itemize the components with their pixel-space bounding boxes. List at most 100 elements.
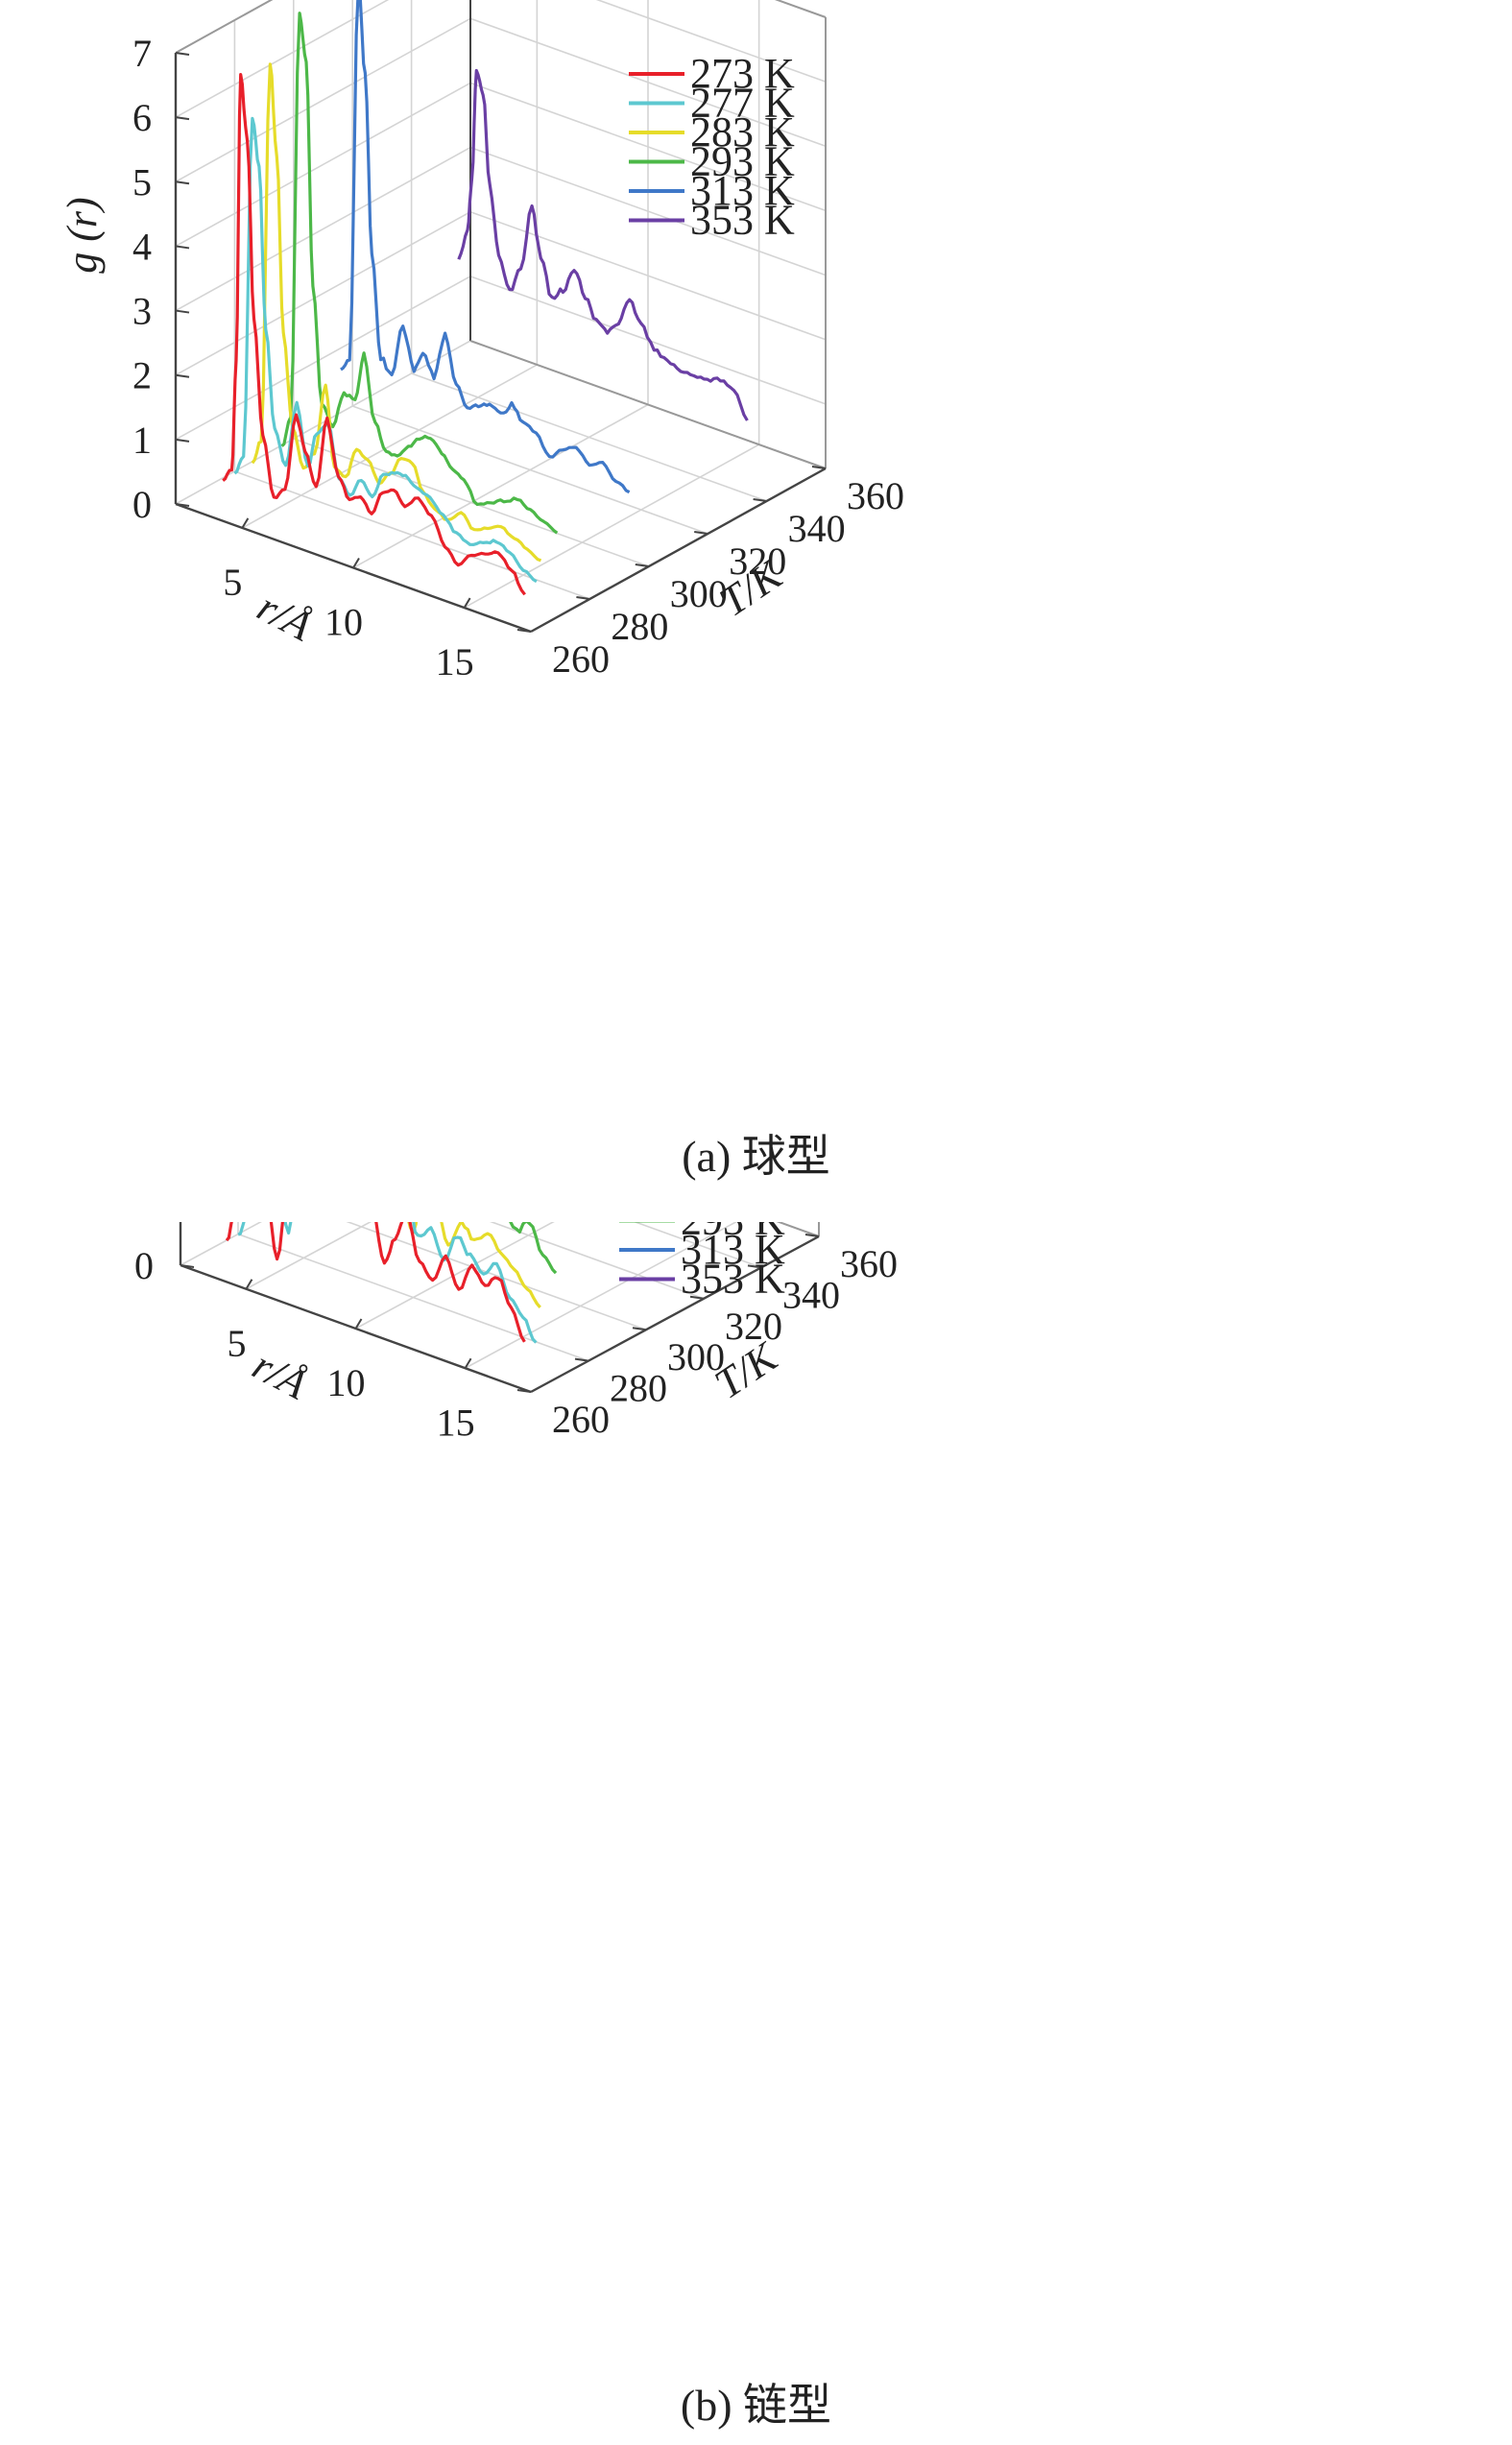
x-tick-mark xyxy=(354,1318,363,1330)
y-tick-label: 5 xyxy=(132,160,152,204)
y-tick-label: 3 xyxy=(132,290,152,333)
y-tick-mark xyxy=(175,116,190,121)
series-line-313k xyxy=(340,0,631,494)
series-line-353k xyxy=(457,68,749,421)
floor-gridline xyxy=(633,1222,762,1269)
y-tick-mark xyxy=(180,1264,195,1268)
side-wall-gridline xyxy=(175,340,471,505)
side-wall-gridline xyxy=(175,146,471,312)
t-tick-label: 320 xyxy=(729,539,786,583)
side-wall-gridline xyxy=(175,276,471,441)
y-tick-label: 2 xyxy=(132,354,152,397)
side-wall-gridline xyxy=(180,1222,263,1266)
t-tick-label: 260 xyxy=(552,637,610,681)
floor-gridline xyxy=(241,364,538,529)
legend-label-283k: 283 K xyxy=(690,108,795,156)
t-tick-label: 260 xyxy=(552,1398,610,1441)
legend-label-293k: 293 K xyxy=(690,138,795,185)
side-wall-gridline xyxy=(175,0,390,118)
t-tick-mark xyxy=(804,1234,820,1237)
t-tick-label: 340 xyxy=(782,1273,840,1316)
series-line-277k xyxy=(237,1222,538,1344)
side-wall-gridline xyxy=(175,82,471,248)
t-tick-mark xyxy=(811,466,827,469)
chart-b-caption: (b) 链型 xyxy=(680,2381,832,2430)
t-tick-mark xyxy=(632,1327,647,1331)
t-tick-label: 300 xyxy=(667,1335,725,1378)
x-axis-title: r/Å xyxy=(245,1341,316,1408)
t-tick-mark xyxy=(574,1357,589,1362)
t-tick-mark xyxy=(747,1264,762,1269)
x-tick-mark xyxy=(352,557,360,569)
y-tick-label: 7 xyxy=(132,32,152,75)
y-tick-mark xyxy=(175,52,190,56)
legend-label-313k: 313 K xyxy=(681,1226,785,1273)
legend-label-277k: 277 K xyxy=(690,80,795,127)
t-axis-line xyxy=(530,467,827,634)
box-edge xyxy=(469,340,827,469)
t-tick-mark xyxy=(576,596,590,600)
t-tick-mark xyxy=(694,531,708,535)
t-tick-label: 360 xyxy=(847,474,904,517)
x-tick-label: 15 xyxy=(437,1401,475,1444)
t-tick-mark xyxy=(516,1389,532,1393)
floor-gridline xyxy=(464,443,760,609)
legend-label-293k: 293 K xyxy=(681,1222,785,1244)
legend-label-353k: 353 K xyxy=(681,1256,785,1303)
y-axis-title: g (r) xyxy=(59,197,106,273)
chart-a-caption: (a) 球型 xyxy=(682,1132,830,1181)
box-edge xyxy=(175,0,274,54)
side-wall-gridline xyxy=(175,17,471,182)
chart-panel-a: 0 1 2 3 4 5 6 7 5 10 15 260 280 300 320 340 360 g (r) r/Å T… xyxy=(0,0,1512,1222)
floor-gridline xyxy=(351,405,708,535)
legend-label-313k: 313 K xyxy=(690,167,795,214)
t-tick-label: 280 xyxy=(610,1367,667,1410)
t-tick-mark xyxy=(516,629,532,633)
x-tick-mark xyxy=(464,1357,472,1369)
y-tick-label: 0 xyxy=(134,1244,154,1287)
x-tick-mark xyxy=(463,597,471,609)
x-tick-mark xyxy=(245,1279,253,1290)
x-tick-label: 10 xyxy=(324,601,363,644)
floor-gridline xyxy=(411,372,767,502)
side-wall-gridline xyxy=(175,211,471,376)
legend-label-353k: 353 K xyxy=(690,197,795,244)
series-line-273k xyxy=(222,72,526,596)
y-tick-mark xyxy=(175,180,190,185)
y-tick-mark xyxy=(175,309,190,314)
chart-b-canvas: 012351015260280300320340360g (r)r/ÅT/K27… xyxy=(134,1222,898,1444)
side-wall-gridline xyxy=(175,0,273,54)
floor-gridline xyxy=(246,1222,372,1290)
y-tick-mark xyxy=(175,245,190,250)
x-tick-label: 10 xyxy=(327,1361,366,1404)
x-axis-title: r/Å xyxy=(250,583,321,650)
y-tick-label: 6 xyxy=(132,96,152,139)
series-line-293k xyxy=(280,12,559,535)
series-line-283k xyxy=(407,1222,541,1308)
t-tick-label: 320 xyxy=(725,1305,782,1348)
legend-label-273k: 273 K xyxy=(690,50,795,97)
y-tick-label: 0 xyxy=(132,483,152,526)
t-tick-label: 280 xyxy=(611,605,668,648)
floor-gridline xyxy=(237,1233,589,1362)
floor-gridline xyxy=(293,438,650,567)
t-tick-mark xyxy=(689,1295,705,1300)
x-tick-label: 15 xyxy=(436,640,474,683)
t-tick-mark xyxy=(753,498,767,502)
x-tick-mark xyxy=(241,517,250,529)
chart-panel-b: 012351015260280300320340360g (r)r/ÅT/K27… xyxy=(0,1222,1512,2445)
t-axis-line xyxy=(530,1234,820,1394)
series-line-273k xyxy=(225,1222,526,1343)
floor-gridline xyxy=(465,1222,738,1369)
floor-gridline xyxy=(352,403,649,569)
t-tick-label: 300 xyxy=(670,572,728,615)
y-tick-mark xyxy=(175,438,190,443)
t-tick-label: 360 xyxy=(840,1242,898,1285)
y-tick-label: 1 xyxy=(132,419,152,462)
y-tick-mark xyxy=(175,503,190,507)
series-line-277k xyxy=(233,116,538,584)
t-tick-mark xyxy=(635,563,649,567)
y-tick-mark xyxy=(175,373,190,378)
x-tick-label: 5 xyxy=(223,561,242,604)
